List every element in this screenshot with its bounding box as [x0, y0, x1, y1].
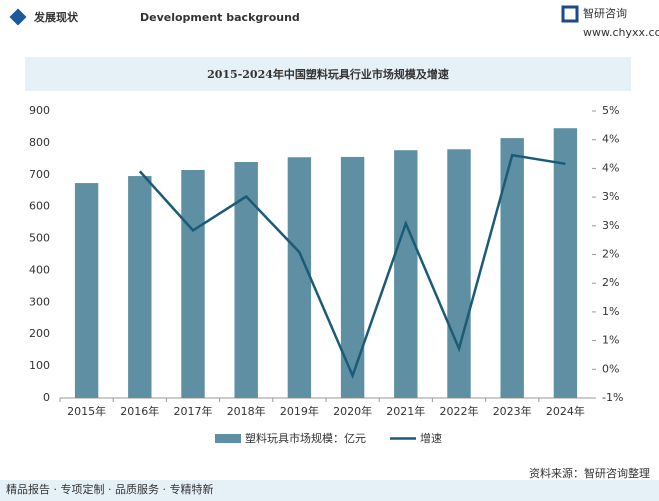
y-tick-label: 600 [29, 200, 50, 213]
site: www.chyxx.com [583, 26, 659, 39]
x-tick-label: 2016年 [120, 404, 159, 418]
x-tick-label: 2024年 [546, 404, 585, 418]
legend-label: 增速 [420, 431, 442, 445]
x-tick-label: 2022年 [440, 404, 479, 418]
bar [447, 149, 471, 398]
footer-band [0, 480, 659, 501]
y-tick-label: 500 [29, 232, 50, 245]
legend-swatch [215, 434, 241, 443]
logo [561, 5, 579, 23]
bar [181, 169, 205, 398]
y2-tick-label: 2% [602, 248, 619, 261]
x-tick-label: 2021年 [386, 404, 425, 418]
y-tick-label: 400 [29, 263, 50, 276]
y2-tick-label: 4% [602, 161, 619, 174]
watermark: Development background [140, 11, 300, 24]
y-tick-label: 300 [29, 295, 50, 308]
chart-title: 2015-2024年中国塑料玩具行业市场规模及增速 [207, 67, 449, 81]
section-title: 发展现状 [33, 10, 79, 24]
bar [234, 162, 258, 398]
bar [74, 183, 99, 398]
y2-tick-label: 3% [602, 219, 619, 232]
plot: 0 100 200 300 400 500 600 700 800 900 -1% 0% 1% 1% 2% 2… [29, 104, 623, 445]
x-tick-label: 2015年 [67, 404, 106, 418]
x-tick-label: 2019年 [280, 404, 319, 418]
y2-tick-label: 1% [602, 305, 619, 318]
y2-tick-label: 5% [602, 104, 619, 117]
y-tick-label: 100 [29, 359, 50, 372]
y2-tick-label: 0% [602, 362, 619, 375]
x-tick-label: 2020年 [333, 404, 372, 418]
y-tick-label: 200 [29, 327, 50, 340]
y-tick-label: 700 [29, 168, 50, 181]
x-tick-label: 2018年 [227, 404, 266, 418]
source: 资料来源：智研咨询整理 [529, 466, 650, 480]
bar [340, 156, 365, 398]
bar [394, 150, 418, 398]
legend-label: 塑料玩具市场规模：亿元 [245, 431, 366, 445]
bar [553, 128, 578, 398]
y2-tick-label: -1% [602, 391, 623, 404]
y2-tick-label: 4% [602, 133, 619, 146]
title-band [25, 57, 631, 91]
y-tick-label: 0 [43, 391, 50, 404]
bar [500, 138, 524, 398]
y2-tick-label: 3% [602, 190, 619, 203]
y2-tick-label: 2% [602, 276, 619, 289]
bar [287, 157, 312, 398]
slogan: 精品报告 · 专项定制 · 品质服务 · 专精特新 [6, 482, 213, 496]
line [138, 153, 566, 380]
x-tick-label: 2017年 [174, 404, 213, 418]
x-tick-label: 2023年 [493, 404, 532, 418]
bar [128, 176, 152, 398]
y-tick-label: 800 [29, 136, 50, 149]
brand: 智研咨询 [583, 6, 627, 20]
y2-tick-label: 1% [602, 334, 619, 347]
y-tick-label: 900 [29, 104, 50, 117]
